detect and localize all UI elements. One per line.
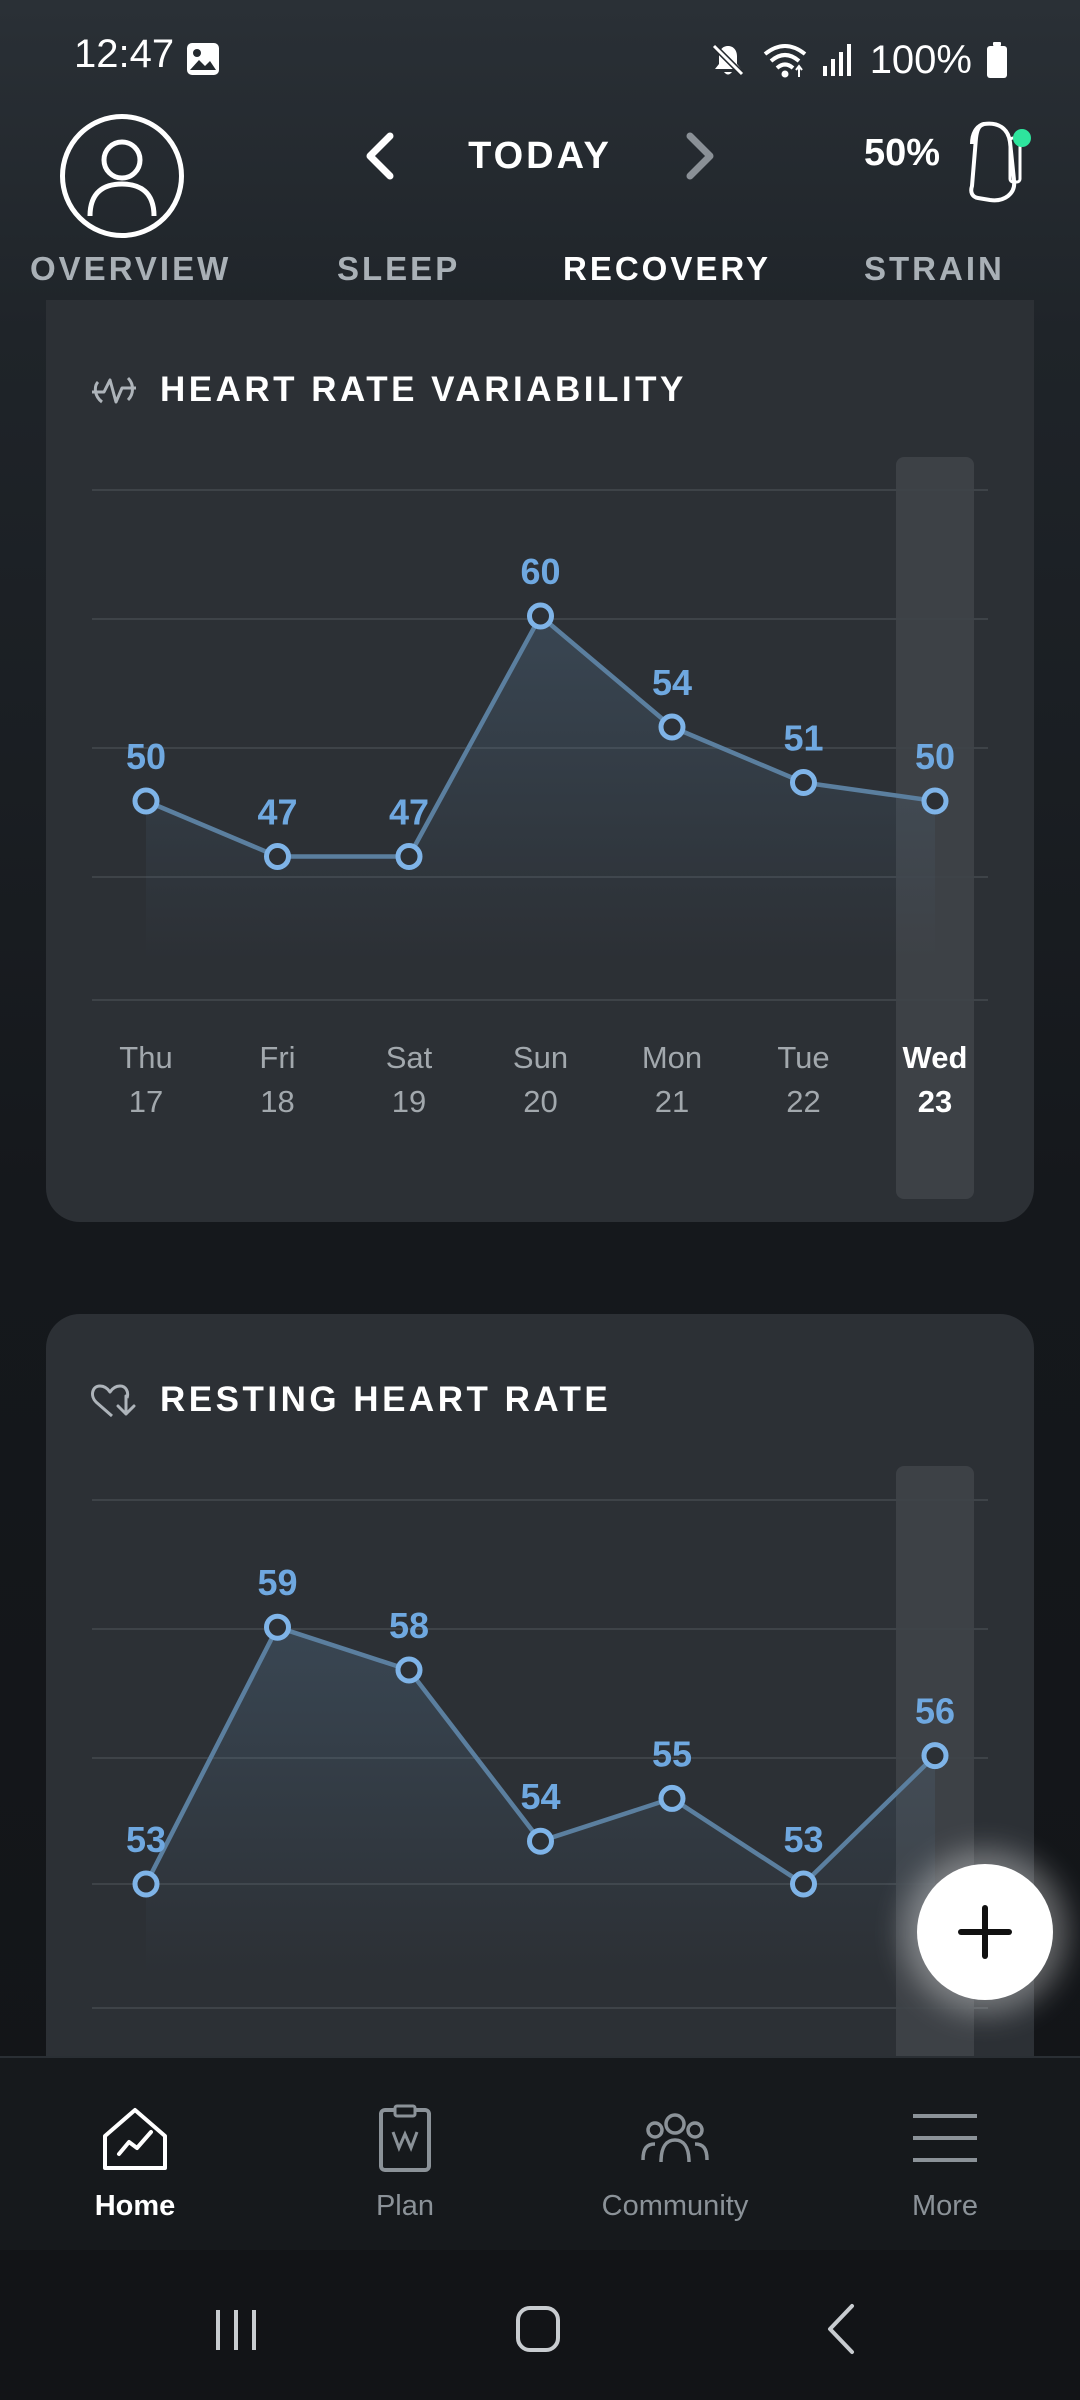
- profile-button[interactable]: [60, 114, 184, 238]
- nav-home[interactable]: Home: [15, 2058, 255, 2252]
- rhr-data-label: 53: [126, 1819, 166, 1860]
- tab-bar: OVERVIEW SLEEP RECOVERY STRAIN: [0, 250, 1080, 320]
- hrv-x-date-label: 21: [655, 1084, 689, 1119]
- status-icons: 100%: [708, 30, 1008, 90]
- chevron-right-icon[interactable]: [680, 130, 720, 182]
- hrv-data-label: 60: [520, 551, 560, 592]
- recents-icon[interactable]: [196, 2294, 276, 2364]
- heart-down-icon: [91, 1384, 136, 1418]
- wifi-icon: [763, 44, 806, 78]
- hrv-x-day-label: Fri: [259, 1040, 295, 1075]
- hrv-card[interactable]: HEART RATE VARIABILITY 50 47 47 60 54 51 50 Thu…: [46, 300, 1034, 1222]
- hrv-data-label: 50: [126, 736, 166, 777]
- rhr-data-label: 55: [652, 1733, 692, 1774]
- home-chart-icon: [103, 2108, 167, 2170]
- tab-overview[interactable]: OVERVIEW: [30, 250, 232, 287]
- rhr-data-label: 56: [915, 1691, 955, 1732]
- hrv-data-point: [921, 787, 949, 815]
- hrv-data-point: [395, 843, 423, 870]
- hrv-x-day-label: Sun: [513, 1040, 568, 1075]
- tab-recovery[interactable]: RECOVERY: [563, 250, 771, 287]
- hrv-data-label: 50: [915, 736, 955, 777]
- strap-battery: 50%: [864, 132, 941, 174]
- rhr-data-point: [790, 1870, 817, 1898]
- plus-icon: [958, 1905, 1012, 1959]
- hrv-data-point: [264, 843, 291, 870]
- hrv-x-day-label: Wed: [903, 1040, 968, 1075]
- rhr-chart: 53 59 58 54 55 53 56: [92, 1466, 988, 2114]
- image-icon: [187, 43, 219, 75]
- hrv-data-point: [527, 602, 554, 630]
- rhr-data-point: [132, 1870, 160, 1898]
- rhr-data-point: [658, 1784, 686, 1812]
- rhr-data-label: 53: [783, 1819, 823, 1860]
- battery-percent: 100%: [869, 37, 972, 82]
- menu-icon: [913, 2114, 977, 2162]
- tab-sleep[interactable]: SLEEP: [337, 250, 461, 287]
- home-icon[interactable]: [498, 2294, 578, 2364]
- hrv-x-date-label: 20: [523, 1084, 557, 1119]
- battery-icon: [987, 42, 1007, 78]
- rhr-data-label: 59: [257, 1562, 297, 1603]
- hrv-data-label: 47: [257, 792, 297, 833]
- rhr-card[interactable]: RESTING HEART RATE 53 59 58 54 55 53 56: [46, 1314, 1034, 2114]
- rhr-title: RESTING HEART RATE: [160, 1380, 612, 1419]
- hrv-title: HEART RATE VARIABILITY: [160, 370, 687, 409]
- hrv-data-point: [132, 787, 160, 815]
- hrv-x-day-label: Thu: [119, 1040, 172, 1075]
- hrv-x-day-label: Tue: [777, 1040, 829, 1075]
- hrv-chart: 50 47 47 60 54 51 50 Thu 17 Fri 18 Sat 19 Sun 20 Mon 21 T…: [92, 457, 988, 1199]
- status-bar: 12:47 100%: [0, 0, 1080, 120]
- hrv-data-label: 51: [783, 718, 823, 759]
- rhr-data-label: 54: [520, 1776, 560, 1817]
- hrv-area: [146, 616, 935, 960]
- rhr-area: [146, 1627, 935, 1974]
- nav-community-label: Community: [601, 2190, 749, 2222]
- hrv-x-date-label: 19: [392, 1084, 426, 1119]
- tab-strain[interactable]: STRAIN: [864, 250, 1005, 287]
- nav-plan[interactable]: Plan: [285, 2058, 525, 2252]
- clipboard-icon: [379, 2104, 431, 2172]
- hrv-x-date-label: 17: [129, 1084, 163, 1119]
- hrv-icon: [92, 376, 136, 404]
- strap-status-dot: [1013, 129, 1031, 147]
- signal-icon: [822, 44, 851, 76]
- rhr-data-point: [921, 1742, 949, 1770]
- hrv-x-date-label: 22: [786, 1084, 820, 1119]
- mute-icon: [711, 43, 744, 77]
- rhr-data-point: [527, 1827, 554, 1855]
- hrv-x-date-label: 18: [260, 1084, 294, 1119]
- chevron-left-icon[interactable]: [360, 130, 400, 182]
- date-navigator: TODAY: [360, 118, 720, 194]
- hrv-data-label: 47: [389, 792, 429, 833]
- rhr-data-label: 58: [389, 1605, 429, 1646]
- nav-home-label: Home: [94, 2190, 176, 2222]
- status-time: 12:47: [74, 32, 175, 76]
- nav-more[interactable]: More: [825, 2058, 1065, 2252]
- add-button[interactable]: [917, 1864, 1053, 2000]
- hrv-data-point: [790, 769, 817, 796]
- hrv-data-label: 54: [652, 662, 692, 703]
- community-icon: [641, 2113, 709, 2163]
- rhr-data-point: [395, 1656, 423, 1684]
- rhr-data-point: [264, 1613, 291, 1641]
- bottom-nav: Home Plan Community More: [0, 2056, 1080, 2250]
- user-icon: [87, 139, 157, 217]
- hrv-x-date-label: 23: [918, 1084, 952, 1119]
- system-nav-bar: [0, 2250, 1080, 2400]
- hrv-x-day-label: Sat: [386, 1040, 433, 1075]
- nav-plan-label: Plan: [375, 2190, 435, 2222]
- hrv-x-day-label: Mon: [642, 1040, 702, 1075]
- date-title[interactable]: TODAY: [468, 134, 612, 177]
- back-icon[interactable]: [802, 2294, 882, 2364]
- hrv-data-point: [658, 713, 686, 741]
- nav-community[interactable]: Community: [555, 2058, 795, 2252]
- nav-more-label: More: [911, 2190, 979, 2222]
- strap-icon[interactable]: [964, 118, 1036, 204]
